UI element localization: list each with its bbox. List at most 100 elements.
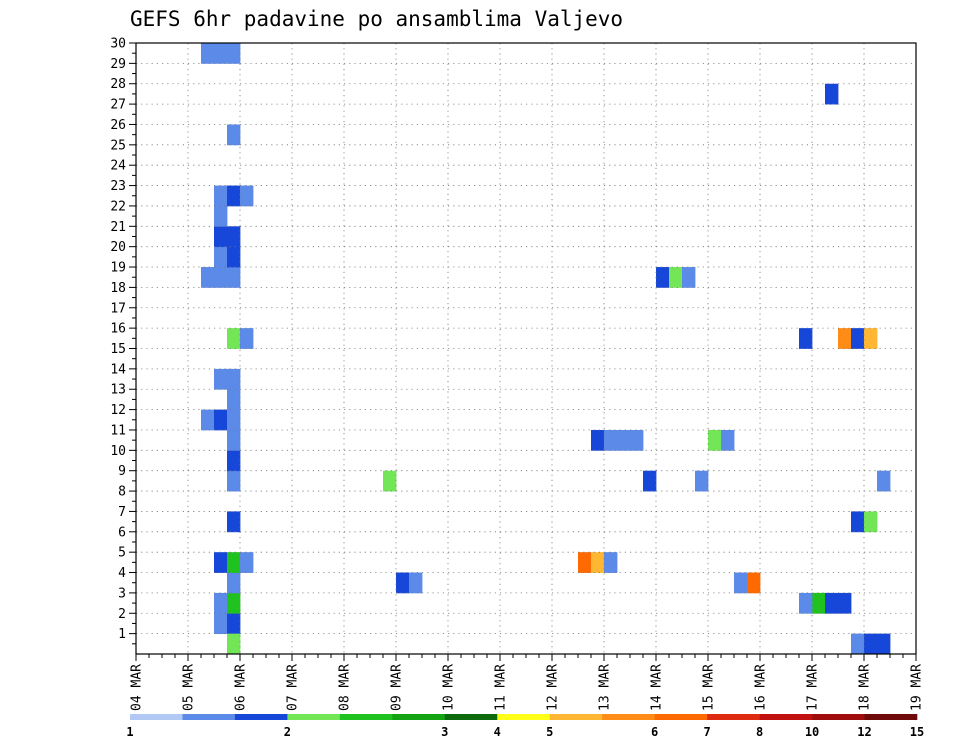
colorbar: 1234567810121520: [126, 714, 924, 739]
colorbar-bin: [130, 714, 183, 720]
precip-cell: [682, 267, 696, 288]
precip-cell: [591, 552, 605, 573]
precip-cell: [214, 246, 228, 268]
y-tick-label: 29: [110, 57, 126, 72]
colorbar-bin: [287, 714, 341, 720]
precip-cell: [227, 633, 241, 655]
y-tick-label: 11: [110, 423, 126, 438]
y-tick-label: 28: [110, 77, 126, 92]
x-tick-label: 04 MAR: [130, 664, 145, 711]
y-axis: 1234567891011121314151617181920212223242…: [110, 37, 136, 645]
colorbar-tick-label: 8: [756, 725, 763, 739]
y-tick-label: 26: [110, 118, 126, 133]
precip-cell: [656, 267, 670, 288]
y-tick-label: 14: [110, 362, 126, 377]
x-tick-label: 14 MAR: [650, 664, 665, 711]
precip-cell: [227, 450, 241, 472]
precip-cell: [227, 409, 241, 431]
y-tick-label: 3: [118, 586, 126, 601]
colorbar-tick-label: 6: [651, 725, 658, 739]
precip-cell: [201, 409, 215, 431]
precip-cell: [227, 226, 241, 248]
precip-cell: [227, 552, 241, 573]
colorbar-bin: [549, 714, 603, 720]
grid-lines: [136, 43, 916, 654]
y-tick-label: 25: [110, 138, 126, 153]
precip-cell: [214, 368, 228, 390]
y-tick-label: 6: [118, 525, 126, 540]
precip-cell: [838, 328, 852, 349]
x-tick-label: 15 MAR: [702, 664, 717, 711]
y-tick-label: 7: [118, 505, 126, 520]
y-tick-label: 20: [110, 240, 126, 255]
precip-cell: [214, 267, 228, 288]
colorbar-tick-label: 4: [494, 725, 501, 739]
precip-cell: [214, 552, 228, 573]
colorbar-bin: [654, 714, 708, 720]
y-tick-label: 18: [110, 281, 126, 296]
colorbar-bin: [864, 714, 918, 720]
colorbar-bin: [444, 714, 498, 720]
precip-cell: [604, 429, 618, 451]
precip-cell: [227, 613, 241, 635]
precip-cell: [669, 267, 683, 288]
precip-cell: [734, 572, 748, 594]
precip-cell: [214, 592, 228, 614]
y-tick-label: 15: [110, 342, 126, 357]
y-tick-label: 10: [110, 444, 126, 459]
x-tick-label: 16 MAR: [754, 664, 769, 711]
precip-cell: [227, 470, 241, 492]
y-tick-label: 27: [110, 98, 126, 113]
precip-cell: [240, 185, 254, 207]
precip-cell: [877, 633, 891, 655]
colorbar-tick-label: 12: [857, 725, 871, 739]
precip-cell: [604, 552, 618, 573]
precip-cell: [214, 613, 228, 635]
precip-cell: [695, 470, 709, 492]
precip-cell: [617, 429, 631, 451]
x-tick-label: 05 MAR: [182, 664, 197, 711]
x-tick-label: 17 MAR: [806, 664, 821, 711]
colorbar-bin: [602, 714, 655, 720]
y-tick-label: 16: [110, 322, 126, 337]
precip-cell: [851, 511, 865, 533]
x-tick-label: 12 MAR: [546, 664, 561, 711]
precip-cell: [227, 572, 241, 594]
precip-cells: [201, 43, 891, 655]
y-tick-label: 5: [118, 546, 126, 561]
precip-cell: [227, 511, 241, 533]
precip-cell: [227, 429, 241, 451]
y-tick-label: 30: [110, 37, 126, 52]
precip-cell: [864, 511, 878, 533]
precip-cell: [409, 572, 423, 594]
precip-cell: [630, 429, 644, 451]
precip-cell: [240, 328, 254, 349]
precip-cell: [708, 429, 722, 451]
precip-cell: [227, 328, 241, 349]
precip-cell: [227, 124, 241, 146]
colorbar-tick-label: 2: [284, 725, 291, 739]
colorbar-tick-label: 3: [441, 725, 448, 739]
colorbar-tick-label: 5: [546, 725, 553, 739]
precip-cell: [864, 633, 878, 655]
precip-cell: [240, 552, 254, 573]
y-tick-label: 4: [118, 566, 126, 581]
precip-cell: [851, 633, 865, 655]
y-tick-label: 22: [110, 199, 126, 214]
colorbar-bin: [392, 714, 446, 720]
y-tick-label: 2: [118, 607, 126, 622]
colorbar-bin: [339, 714, 393, 720]
precip-cell: [812, 592, 826, 614]
colorbar-tick-label: 1: [126, 725, 133, 739]
precip-cell: [838, 592, 852, 614]
precip-cell: [227, 246, 241, 268]
x-tick-label: 06 MAR: [234, 664, 249, 711]
y-tick-label: 17: [110, 301, 126, 316]
colorbar-bin: [812, 714, 865, 720]
colorbar-tick-label: 15: [910, 725, 924, 739]
chart-title: GEFS 6hr padavine po ansamblima Valjevo: [130, 7, 623, 31]
x-tick-label: 07 MAR: [286, 664, 301, 711]
precip-cell: [201, 43, 215, 64]
y-tick-label: 12: [110, 403, 126, 418]
